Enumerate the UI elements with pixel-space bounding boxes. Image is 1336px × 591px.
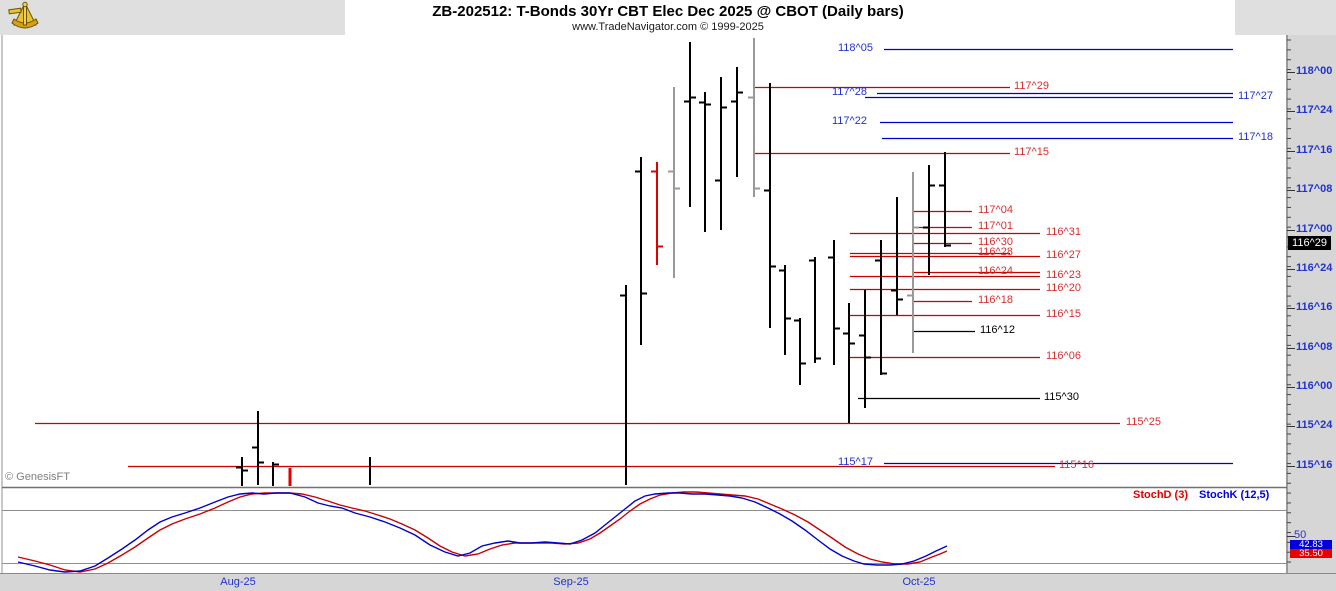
header-strip-right [1235,0,1336,35]
level-label-116^20: 116^20 [1046,282,1081,294]
level-label-117^15: 117^15 [1014,146,1049,158]
level-label-116^24: 116^24 [978,265,1013,277]
level-label-116^06: 116^06 [1046,350,1081,362]
level-label-116^27: 116^27 [1046,249,1081,261]
level-label-117^04: 117^04 [978,204,1013,216]
last-price-badge: 116^29 [1288,236,1331,250]
stochk-curve [17,492,948,573]
level-label-117^29: 117^29 [1014,80,1049,92]
level-label-115^25: 115^25 [1126,416,1161,428]
level-label-116^31: 116^31 [1046,226,1081,238]
level-label-117^01: 117^01 [978,220,1013,232]
price-axis[interactable] [1288,35,1336,573]
price-axis-label-116^08: 116^08 [1296,341,1333,353]
price-axis-label-118^00: 118^00 [1296,65,1333,77]
genesis-sextant-logo-icon [8,1,39,29]
level-label-118^05: 118^05 [838,42,873,54]
date-axis[interactable] [0,573,1336,591]
price-axis-label-116^24: 116^24 [1296,262,1333,274]
level-label-116^12: 116^12 [980,324,1015,336]
level-label-116^18: 116^18 [978,294,1013,306]
price-axis-label-117^00: 117^00 [1296,223,1333,235]
level-label-117^28: 117^28 [832,86,867,98]
level-label-116^23: 116^23 [1046,269,1081,281]
price-axis-label-115^24: 115^24 [1296,419,1333,431]
level-label-117^18: 117^18 [1238,131,1273,143]
date-label-aug: Aug-25 [220,576,256,588]
date-label-sep: Sep-25 [553,576,589,588]
level-label-116^28: 116^28 [978,246,1013,258]
price-axis-label-117^08: 117^08 [1296,183,1333,195]
price-axis-label-116^16: 116^16 [1296,301,1333,313]
chart-subtitle: www.TradeNavigator.com © 1999-2025 [572,21,764,33]
price-axis-label-117^24: 117^24 [1296,104,1333,116]
level-label-117^22: 117^22 [832,115,867,127]
price-axis-label-115^16: 115^16 [1296,459,1333,471]
date-label-oct: Oct-25 [902,576,936,588]
chart-title: ZB-202512: T-Bonds 30Yr CBT Elec Dec 202… [432,3,904,20]
stoch-axis-50-label: 50 [1294,529,1307,541]
price-axis-label-116^00: 116^00 [1296,380,1333,392]
genesis-copyright: © GenesisFT [5,471,70,483]
stochd-value-badge: 35.50 [1290,549,1332,558]
level-label-115^30: 115^30 [1044,391,1079,403]
stochk-value-badge: 42.83 [1290,540,1332,549]
level-label-115^17: 115^17 [838,456,873,468]
header-strip-left [0,0,345,35]
level-label-115^16: 115^16 [1059,459,1094,471]
stochd-curve [17,491,948,573]
price-axis-label-117^16: 117^16 [1296,144,1333,156]
level-label-117^27: 117^27 [1238,90,1273,102]
stochk-legend-label[interactable]: StochK (12,5) [1199,489,1270,501]
level-label-116^15: 116^15 [1046,308,1081,320]
level-label-116^30: 116^30 [978,236,1013,248]
stochd-legend-label[interactable]: StochD (3) [1133,489,1188,501]
